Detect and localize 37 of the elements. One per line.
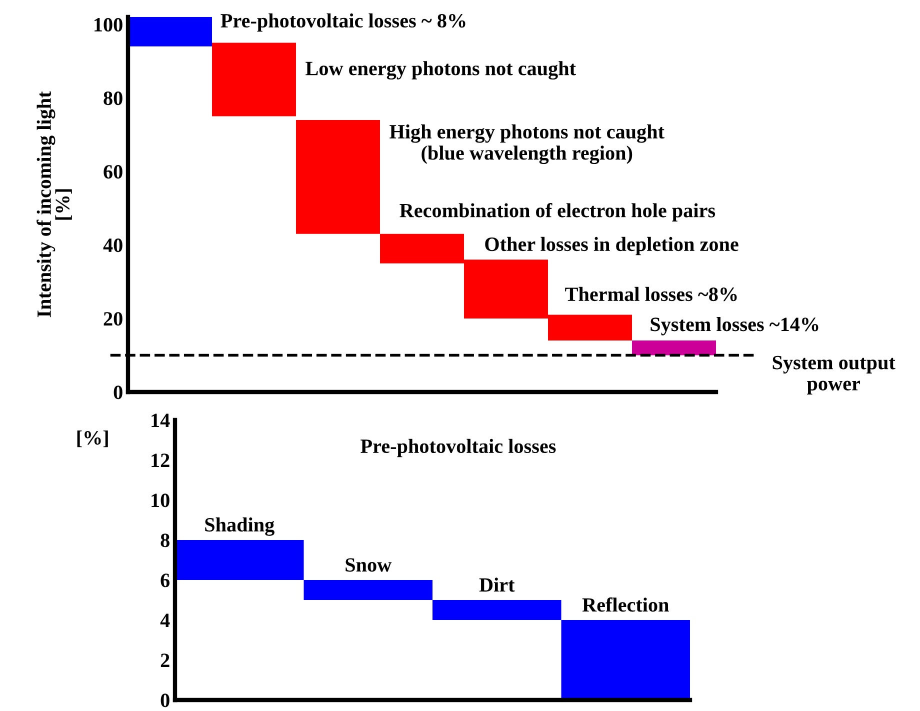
- y-tick-label: 0: [114, 386, 122, 400]
- y-tick-label: 8: [160, 534, 170, 548]
- y-tick-label: 14: [152, 414, 170, 427]
- annotation: Pre-photovoltaic losses ~ 8%: [220, 13, 466, 32]
- y-tick-label: 10: [152, 494, 170, 508]
- y-axis-title: Intensity of incoming light [%]: [36, 91, 72, 318]
- y-tick-label: 80: [104, 91, 122, 106]
- annotation: Thermal losses ~8%: [565, 286, 737, 302]
- bar: [304, 580, 432, 600]
- y-tick-label: 100: [94, 18, 122, 32]
- y-tick-label: 20: [104, 312, 122, 326]
- bar: [432, 600, 562, 620]
- annotation: High energy photons not caught (blue wavelength region): [390, 124, 664, 164]
- annotation: Low energy photons not caught: [306, 61, 576, 80]
- bar: [632, 340, 716, 356]
- annotation: System losses ~14%: [650, 317, 818, 336]
- x-tick-label: Snow: [346, 558, 392, 572]
- bar: [175, 540, 304, 580]
- y-tick-label: 60: [104, 165, 122, 179]
- x-tick-label: Reflection: [582, 597, 669, 612]
- bar: [128, 17, 212, 46]
- text: Pre-photovoltaic losses: [360, 438, 556, 458]
- bar: [561, 620, 690, 700]
- y-tick-label: 4: [160, 614, 170, 627]
- bar: [296, 120, 380, 234]
- y-tick-label: 40: [103, 238, 122, 252]
- ref-line-label: System output power: [772, 356, 896, 395]
- y-axis-title: [%]: [77, 430, 108, 448]
- y-tick-label: 0: [160, 694, 170, 708]
- annotation: Recombination of electron hole pairs: [400, 202, 716, 222]
- x-tick-label: Shading: [205, 517, 274, 536]
- x-tick-label: Dirt: [479, 578, 515, 592]
- y-tick-label: 6: [160, 574, 170, 588]
- y-tick-label: 2: [160, 654, 170, 667]
- y-tick-label: 12: [152, 454, 170, 467]
- bar: [212, 42, 296, 116]
- annotation: Other losses in depletion zone: [485, 236, 738, 256]
